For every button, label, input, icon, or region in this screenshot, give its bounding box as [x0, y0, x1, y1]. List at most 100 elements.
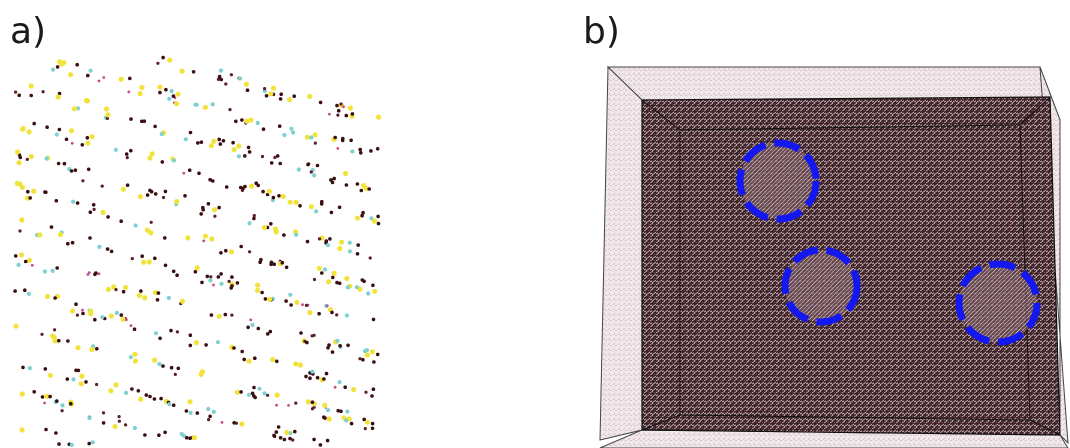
- particle: [345, 409, 350, 414]
- particle: [232, 346, 236, 350]
- particle: [48, 394, 52, 399]
- particle: [175, 273, 179, 277]
- particle: [253, 356, 257, 361]
- particle: [90, 440, 95, 445]
- particle: [200, 280, 204, 285]
- particle: [65, 377, 70, 381]
- particle: [120, 316, 126, 322]
- particle: [246, 392, 252, 397]
- particle: [206, 406, 211, 412]
- particle: [59, 61, 65, 67]
- particle: [118, 76, 124, 82]
- particle: [197, 171, 201, 176]
- particle: [267, 296, 273, 302]
- particle: [344, 183, 349, 187]
- particle: [278, 161, 283, 166]
- particle: [75, 345, 81, 351]
- particle: [218, 68, 224, 73]
- particle: [370, 421, 375, 426]
- particle: [333, 135, 338, 140]
- particle: [263, 297, 268, 301]
- particle: [19, 126, 26, 132]
- particle: [358, 147, 363, 152]
- particle: [55, 266, 59, 270]
- particle: [196, 141, 200, 145]
- particle: [85, 140, 91, 146]
- particle: [284, 265, 289, 270]
- particle: [363, 427, 367, 431]
- particle: [16, 160, 22, 166]
- particle: [310, 369, 315, 374]
- particle: [208, 278, 213, 283]
- particle: [86, 73, 90, 78]
- particle: [42, 269, 48, 274]
- particle: [238, 76, 243, 81]
- particle: [268, 91, 274, 97]
- particle: [376, 214, 380, 219]
- particle: [101, 411, 106, 415]
- highlight-circle-3: [955, 260, 1041, 346]
- box-edge-line: [1019, 96, 1051, 126]
- particle: [163, 263, 168, 268]
- particle: [359, 151, 363, 155]
- particle: [148, 394, 152, 399]
- particle: [317, 237, 322, 241]
- particle: [53, 328, 57, 332]
- particle: [231, 140, 235, 145]
- particle: [230, 275, 234, 279]
- particle: [257, 386, 262, 391]
- particle: [19, 217, 25, 223]
- particle: [234, 119, 238, 124]
- particle: [171, 403, 176, 408]
- particle: [335, 280, 339, 285]
- particle: [158, 90, 162, 95]
- particle: [179, 298, 186, 304]
- particle: [53, 296, 57, 300]
- particle: [89, 134, 95, 140]
- particle: [239, 244, 243, 249]
- particle: [140, 119, 144, 124]
- particle: [159, 396, 163, 401]
- particle: [66, 339, 70, 343]
- particle: [309, 170, 313, 174]
- particle: [23, 288, 27, 292]
- particle: [114, 310, 119, 315]
- particle: [255, 120, 260, 126]
- particle: [87, 441, 91, 446]
- particle: [209, 313, 214, 317]
- particle: [149, 151, 155, 157]
- particle: [54, 132, 59, 137]
- particle: [328, 112, 331, 116]
- particle: [329, 210, 334, 215]
- particle: [44, 190, 48, 194]
- particle: [325, 243, 330, 248]
- particle: [228, 249, 235, 255]
- particle: [164, 87, 168, 92]
- particle: [85, 136, 90, 140]
- particle: [74, 302, 78, 306]
- particle: [69, 442, 74, 447]
- particle: [194, 265, 200, 271]
- particle: [369, 149, 373, 153]
- particle: [119, 313, 124, 317]
- particle: [16, 262, 21, 267]
- particle: [227, 279, 231, 283]
- particle: [117, 419, 121, 423]
- particle: [88, 68, 93, 73]
- particle: [351, 386, 357, 393]
- particle: [274, 430, 279, 434]
- particle: [105, 116, 109, 120]
- particle: [230, 284, 234, 288]
- particle: [211, 138, 217, 144]
- particle: [188, 130, 193, 135]
- particle: [291, 438, 295, 442]
- particle: [362, 417, 367, 422]
- particle: [304, 134, 310, 140]
- particle: [187, 399, 193, 405]
- particle: [157, 84, 163, 90]
- particle: [216, 313, 222, 319]
- particle: [212, 207, 218, 213]
- particle: [137, 194, 143, 200]
- particle: [211, 179, 215, 183]
- particle: [113, 147, 118, 152]
